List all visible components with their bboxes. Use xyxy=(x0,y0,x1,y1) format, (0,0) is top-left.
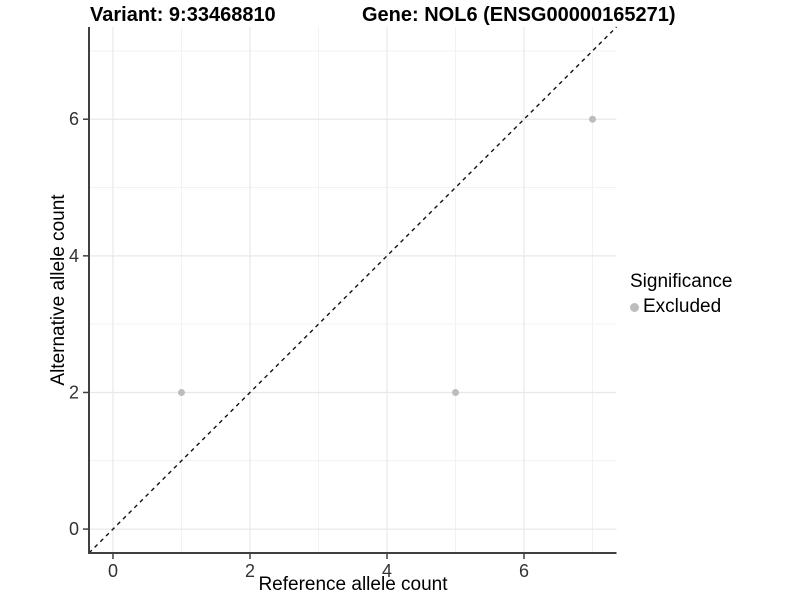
x-tick-label: 4 xyxy=(382,561,392,581)
legend-item-excluded: Excluded xyxy=(630,296,732,318)
y-axis-title: Alternative allele count xyxy=(48,194,69,386)
x-tick-label: 2 xyxy=(245,561,255,581)
data-point xyxy=(589,115,597,123)
plot-title-variant: Variant: 9:33468810 xyxy=(90,4,276,26)
legend-item-label: Excluded xyxy=(643,296,722,317)
x-tick-label: 6 xyxy=(519,561,529,581)
y-tick-label: 4 xyxy=(69,246,79,266)
data-point xyxy=(177,388,185,396)
legend-point-icon xyxy=(630,302,639,312)
y-tick-label: 0 xyxy=(69,519,79,539)
x-tick-label: 0 xyxy=(108,561,118,581)
y-tick-label: 2 xyxy=(69,382,79,402)
legend: Significance Excluded xyxy=(630,271,732,318)
x-axis-title: Reference allele count xyxy=(258,574,448,595)
plot-title-gene: Gene: NOL6 (ENSG00000165271) xyxy=(362,4,676,26)
identity-reference-line xyxy=(88,26,617,554)
data-point xyxy=(452,388,460,396)
legend-title: Significance xyxy=(630,271,733,292)
y-tick-label: 6 xyxy=(69,109,79,129)
